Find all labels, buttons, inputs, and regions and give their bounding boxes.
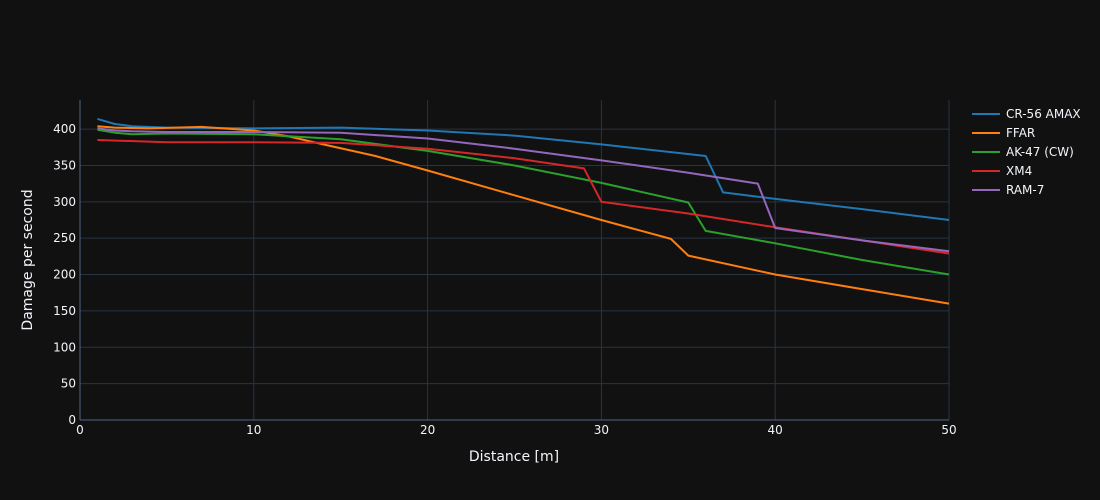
y-tick-label: 400 [53, 122, 76, 136]
plot-area [97, 117, 950, 305]
axes: 0 50 100 150 200 250 300 350 400 0 10 20 30 40 50 [53, 100, 957, 437]
y-tick-label: 50 [61, 377, 76, 391]
y-tick-label: 300 [53, 195, 76, 209]
x-axis-label: Distance [m] [469, 449, 559, 465]
legend-item[interactable]: FFAR [972, 126, 1035, 140]
legend-item[interactable]: RAM-7 [972, 183, 1044, 197]
y-tick-label: 100 [53, 340, 76, 354]
series-line-cr-56-amax [97, 117, 950, 221]
legend: CR-56 AMAX FFAR AK-47 (CW) XM4 RAM-7 [972, 107, 1081, 197]
legend-label: RAM-7 [1006, 183, 1044, 197]
y-tick-label: 350 [53, 158, 76, 172]
legend-item[interactable]: XM4 [972, 164, 1032, 178]
series-line-ram-7 [97, 127, 950, 253]
legend-item[interactable]: CR-56 AMAX [972, 107, 1081, 121]
series-line-ffar [97, 125, 950, 305]
legend-label: FFAR [1006, 126, 1035, 140]
y-axis-label: Damage per second [20, 189, 36, 330]
x-tick-label: 40 [768, 423, 783, 437]
x-tick-label: 0 [76, 423, 84, 437]
y-tick-label: 200 [53, 268, 76, 282]
legend-label: XM4 [1006, 164, 1032, 178]
x-tick-label: 50 [941, 423, 956, 437]
legend-label: CR-56 AMAX [1006, 107, 1081, 121]
x-tick-label: 20 [420, 423, 435, 437]
series-line-ak-47-cw [97, 128, 950, 276]
x-tick-label: 30 [594, 423, 609, 437]
y-tick-label: 150 [53, 304, 76, 318]
y-tick-label: 250 [53, 231, 76, 245]
legend-label: AK-47 (CW) [1006, 145, 1074, 159]
x-tick-label: 10 [246, 423, 261, 437]
y-tick-label: 0 [68, 413, 76, 427]
legend-item[interactable]: AK-47 (CW) [972, 145, 1074, 159]
